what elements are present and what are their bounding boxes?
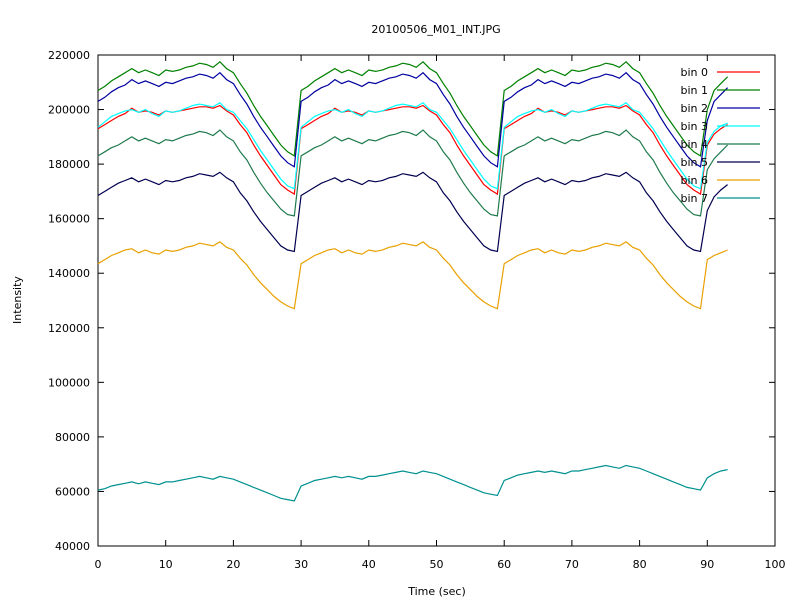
series-layer xyxy=(97,60,729,502)
y-tick-label: 200000 xyxy=(48,104,90,117)
y-tick-label: 80000 xyxy=(55,431,90,444)
y-tick-label: 220000 xyxy=(48,49,90,62)
x-axis-label: Time (sec) xyxy=(407,585,466,598)
y-tick-label: 40000 xyxy=(55,540,90,553)
plot-frame xyxy=(97,54,776,547)
series-line-bin-0 xyxy=(97,104,728,196)
x-tick-label: 40 xyxy=(362,558,376,571)
x-tick-label: 50 xyxy=(430,558,444,571)
series-line-bin-5 xyxy=(97,171,728,253)
x-tick-label: 30 xyxy=(294,558,308,571)
legend-label: bin 6 xyxy=(680,174,708,187)
x-tick-label: 60 xyxy=(497,558,511,571)
legend-label: bin 7 xyxy=(680,192,708,205)
x-tick-label: 90 xyxy=(700,558,714,571)
legend-label: bin 5 xyxy=(680,156,708,169)
series-line-bin-2 xyxy=(97,71,729,168)
series-line-bin-1 xyxy=(97,60,729,157)
x-tick-label: 80 xyxy=(633,558,647,571)
x-axis: 0 10 20 30 40 50 60 70 80 90 100 xyxy=(95,55,786,571)
y-tick-label: 180000 xyxy=(48,158,90,171)
y-tick-label: 140000 xyxy=(48,267,90,280)
y-tick-label: 60000 xyxy=(55,485,90,498)
legend-label: bin 1 xyxy=(680,84,708,97)
series-line-bin-3 xyxy=(97,101,728,190)
x-tick-label: 100 xyxy=(765,558,786,571)
legend-label: bin 4 xyxy=(680,138,708,151)
legend-label: bin 3 xyxy=(680,120,708,133)
series-line-bin-4 xyxy=(97,129,729,217)
y-tick-label: 100000 xyxy=(48,376,90,389)
y-axis: 40000 60000 80000 100000 120000 140000 160000 1… xyxy=(48,49,775,553)
y-tick-label: 120000 xyxy=(48,322,90,335)
x-tick-label: 20 xyxy=(226,558,240,571)
y-axis-label: Intensity xyxy=(11,276,24,324)
chart-title: 20100506_M01_INT.JPG xyxy=(371,23,500,36)
plot-border xyxy=(97,54,776,547)
x-tick-label: 0 xyxy=(95,558,102,571)
y-tick-label: 160000 xyxy=(48,213,90,226)
x-tick-label: 70 xyxy=(565,558,579,571)
series-line-bin-6 xyxy=(97,241,728,310)
legend: bin 0 bin 1 bin 2 bin 3 bin 4 bin 5 bin 6 bin 7 xyxy=(680,66,760,205)
series-line-bin-7 xyxy=(97,464,728,502)
legend-label: bin 2 xyxy=(680,102,708,115)
legend-label: bin 0 xyxy=(680,66,708,79)
x-tick-label: 10 xyxy=(159,558,173,571)
